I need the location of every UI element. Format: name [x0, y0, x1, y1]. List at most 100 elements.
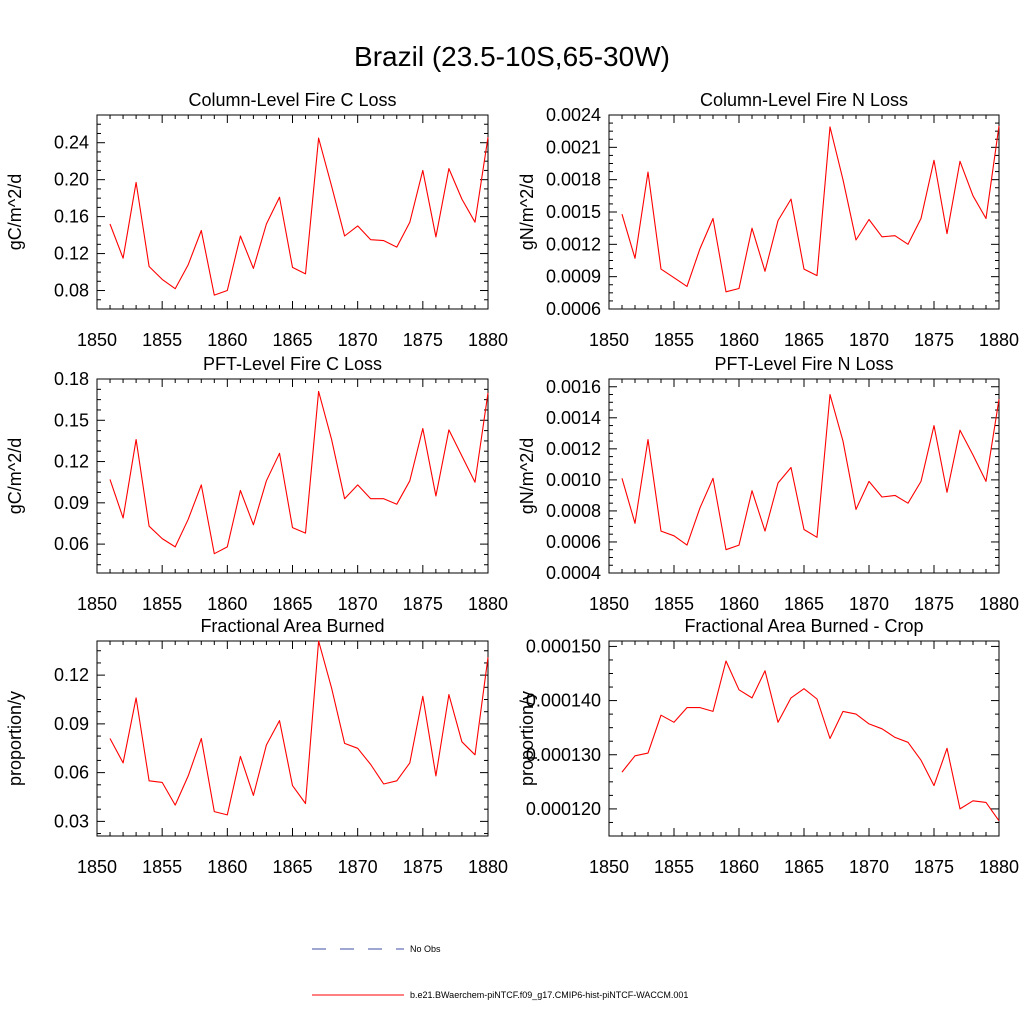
y-axis-label: gC/m^2/d — [5, 438, 25, 514]
x-tick-label: 1865 — [784, 594, 824, 614]
y-axis-label: proportion/y — [517, 691, 537, 786]
x-tick-label: 1860 — [719, 330, 759, 350]
x-tick-label: 1855 — [654, 594, 694, 614]
x-tick-label: 1870 — [849, 857, 889, 877]
x-tick-label: 1870 — [338, 330, 378, 350]
y-tick-label: 0.12 — [54, 665, 89, 685]
legend-obs-label: No Obs — [410, 944, 441, 954]
x-tick-label: 1855 — [654, 857, 694, 877]
x-tick-label: 1855 — [142, 330, 182, 350]
y-tick-label: 0.0012 — [546, 234, 601, 254]
y-tick-label: 0.0010 — [546, 470, 601, 490]
chart-title: Fractional Area Burned - Crop — [684, 616, 923, 636]
x-tick-label: 1880 — [468, 330, 508, 350]
x-tick-label: 1880 — [468, 857, 508, 877]
x-tick-label: 1875 — [914, 330, 954, 350]
y-axis-label: gN/m^2/d — [517, 438, 537, 514]
y-tick-label: 0.06 — [54, 763, 89, 783]
x-tick-label: 1850 — [77, 594, 117, 614]
legend-model-label: b.e21.BWaerchem-piNTCF.f09_g17.CMIP6-his… — [410, 990, 688, 1000]
chart-panel-1: Column-Level Fire C Loss gC/m^2/d 1850 1855… — [5, 90, 508, 350]
chart-panel-2: Column-Level Fire N Loss gN/m^2/d 1850 1855… — [517, 90, 1019, 350]
y-tick-label: 0.0024 — [546, 105, 601, 125]
x-tick-label: 1865 — [272, 594, 312, 614]
x-tick-label: 1860 — [207, 857, 247, 877]
x-tick-label: 1875 — [914, 594, 954, 614]
y-tick-label: 0.0006 — [546, 532, 601, 552]
plot-frame — [96, 378, 489, 574]
chart-panel-6: Fractional Area Burned - Crop proportion/… — [517, 616, 1019, 877]
x-tick-label: 1870 — [849, 330, 889, 350]
x-tick-label: 1860 — [207, 330, 247, 350]
chart-panel-4: PFT-Level Fire N Loss gN/m^2/d 1850 1855 186… — [517, 354, 1019, 614]
y-tick-label: 0.08 — [54, 281, 89, 301]
y-tick-label: 0.0015 — [546, 202, 601, 222]
x-tick-label: 1850 — [589, 594, 629, 614]
chart-title: Column-Level Fire C Loss — [188, 90, 396, 110]
series-line — [109, 640, 489, 816]
y-tick-label: 0.15 — [54, 410, 89, 430]
x-tick-label: 1855 — [142, 594, 182, 614]
x-tick-label: 1880 — [468, 594, 508, 614]
y-tick-label: 0.0018 — [546, 170, 601, 190]
y-tick-label: 0.09 — [54, 493, 89, 513]
series-line — [621, 125, 1000, 293]
series-line — [621, 660, 1000, 822]
chart-title: Column-Level Fire N Loss — [700, 90, 908, 110]
y-tick-label: 0.000140 — [526, 691, 601, 711]
series-line — [109, 390, 489, 555]
x-tick-label: 1875 — [403, 594, 443, 614]
y-tick-label: 0.0004 — [546, 563, 601, 583]
panels-grid: Column-Level Fire C Loss gC/m^2/d 1850 1855… — [5, 90, 1019, 877]
y-tick-label: 0.09 — [54, 714, 89, 734]
y-tick-label: 0.0012 — [546, 439, 601, 459]
y-tick-label: 0.0009 — [546, 267, 601, 287]
plot-frame — [608, 114, 1000, 310]
x-tick-label: 1850 — [589, 330, 629, 350]
x-tick-label: 1850 — [589, 857, 629, 877]
y-tick-label: 0.0014 — [546, 408, 601, 428]
chart-title: PFT-Level Fire N Loss — [714, 354, 893, 374]
x-tick-label: 1865 — [272, 330, 312, 350]
y-axis-label: gN/m^2/d — [517, 174, 537, 250]
y-tick-label: 0.000120 — [526, 799, 601, 819]
y-tick-label: 0.000130 — [526, 745, 601, 765]
chart-panel-3: PFT-Level Fire C Loss gC/m^2/d 1850 1855 186… — [5, 354, 508, 614]
y-tick-label: 0.24 — [54, 133, 89, 153]
y-tick-label: 0.0016 — [546, 377, 601, 397]
x-tick-label: 1860 — [719, 594, 759, 614]
x-tick-label: 1855 — [654, 330, 694, 350]
y-tick-label: 0.0021 — [546, 137, 601, 157]
x-tick-label: 1855 — [142, 857, 182, 877]
x-tick-label: 1880 — [979, 857, 1019, 877]
x-tick-label: 1880 — [979, 330, 1019, 350]
chart-title: PFT-Level Fire C Loss — [203, 354, 382, 374]
plot-frame — [608, 378, 1000, 574]
y-tick-label: 0.12 — [54, 452, 89, 472]
x-tick-label: 1865 — [784, 330, 824, 350]
x-tick-label: 1875 — [403, 330, 443, 350]
x-tick-label: 1875 — [403, 857, 443, 877]
x-tick-label: 1880 — [979, 594, 1019, 614]
y-tick-label: 0.18 — [54, 369, 89, 389]
page-title: Brazil (23.5-10S,65-30W) — [354, 41, 670, 72]
y-axis-label: gC/m^2/d — [5, 174, 25, 250]
x-tick-label: 1875 — [914, 857, 954, 877]
plot-frame — [96, 114, 489, 310]
y-tick-label: 0.0008 — [546, 501, 601, 521]
y-tick-label: 0.20 — [54, 170, 89, 190]
y-tick-label: 0.0006 — [546, 299, 601, 319]
x-tick-label: 1860 — [719, 857, 759, 877]
chart-panel-5: Fractional Area Burned proportion/y 1850 18… — [5, 616, 508, 877]
x-tick-label: 1860 — [207, 594, 247, 614]
y-tick-label: 0.06 — [54, 534, 89, 554]
x-tick-label: 1870 — [338, 857, 378, 877]
y-tick-label: 0.16 — [54, 207, 89, 227]
x-tick-label: 1850 — [77, 857, 117, 877]
x-tick-label: 1870 — [338, 594, 378, 614]
x-tick-label: 1870 — [849, 594, 889, 614]
series-line — [621, 393, 1000, 551]
x-tick-label: 1850 — [77, 330, 117, 350]
series-line — [109, 137, 489, 296]
